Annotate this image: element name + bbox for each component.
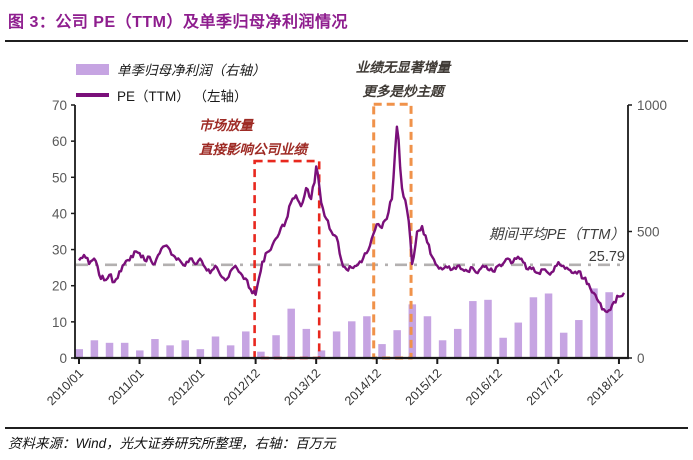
figure-title: 图 3：公司 PE（TTM）及单季归母净利润情况 [8, 14, 349, 31]
y-tick-label: 40 [52, 206, 67, 221]
chart-legend: 单季归母净利润（右轴） PE（TTM） （左轴） [76, 56, 266, 108]
average-pe-label: 期间平均PE（TTM） [488, 227, 625, 243]
profit-bar [196, 349, 205, 358]
profit-bar [363, 316, 371, 358]
legend-bar-label: 单季归母净利润（右轴） [117, 63, 266, 78]
y-tick-label: 0 [59, 351, 67, 366]
profit-bar [575, 320, 583, 358]
profit-bar [120, 342, 129, 358]
line-swatch-icon [76, 93, 109, 97]
average-pe-annotation: 期间平均PE（TTM） 25.79 [489, 224, 625, 268]
profit-bar [559, 332, 568, 358]
profit-bar [242, 331, 250, 358]
profit-bar [453, 328, 462, 358]
profit-bar [378, 344, 386, 358]
profit-bar [257, 351, 265, 358]
profit-bar [605, 292, 613, 358]
profit-bar [514, 322, 523, 358]
profit-bar [272, 335, 280, 358]
x-tick-label: 2011/01 [105, 366, 146, 407]
profit-bar [211, 336, 220, 358]
profit-bar [590, 288, 598, 358]
annotation-no-growth-line1: 业绩无显著增量 [355, 60, 451, 75]
profit-bar [302, 328, 311, 358]
y2-tick-label: 500 [637, 225, 660, 240]
profit-bar [136, 350, 144, 358]
profit-bar [499, 337, 507, 358]
annotation-market-volume-line2: 直接影响公司业绩 [199, 142, 307, 157]
profit-bar [75, 349, 83, 358]
profit-bar [287, 308, 295, 358]
profit-bar [393, 330, 401, 358]
profit-bar [317, 350, 326, 358]
profit-bar [166, 345, 174, 358]
profit-bar [348, 321, 356, 358]
title-divider [5, 40, 688, 42]
x-tick-label: 2017/12 [524, 366, 566, 408]
profit-bar [469, 301, 477, 358]
profit-bar [484, 299, 492, 358]
profit-bar [226, 345, 235, 358]
profit-bar [423, 316, 432, 358]
y2-tick-label: 0 [637, 351, 645, 366]
profit-bar [90, 340, 99, 358]
legend-item-pe: PE（TTM） （左轴） [76, 82, 266, 108]
y-tick-label: 70 [52, 98, 67, 113]
annotation-market-volume-line1: 市场放量 [199, 118, 253, 133]
profit-bar [151, 339, 159, 358]
annotation-no-growth: 业绩无显著增量 更多是炒主题 [344, 56, 462, 104]
y2-tick-label: 1000 [637, 98, 667, 113]
legend-line-label: PE（TTM） （左轴） [117, 89, 248, 104]
highlight-orange-box [372, 102, 413, 360]
average-pe-value: 25.79 [588, 249, 625, 265]
profit-bar [181, 340, 189, 358]
x-tick-label: 2018/12 [584, 366, 626, 408]
footer-divider [5, 427, 688, 429]
profit-bar [438, 340, 447, 358]
legend-item-profit: 单季归母净利润（右轴） [76, 56, 266, 82]
x-tick-label: 2012/12 [221, 366, 263, 408]
x-tick-label: 2012/01 [165, 366, 207, 408]
x-tick-label: 2015/12 [403, 366, 445, 408]
profit-bar [544, 293, 553, 358]
x-tick-label: 2013/12 [281, 366, 323, 408]
profit-bar [105, 342, 114, 358]
profit-bar [332, 331, 341, 358]
x-tick-label: 2010/01 [44, 366, 86, 408]
y-tick-label: 20 [52, 279, 67, 294]
bar-swatch-icon [76, 63, 109, 75]
y-tick-label: 30 [52, 243, 67, 258]
pe-line [78, 125, 626, 314]
annotation-market-volume: 市场放量 直接影响公司业绩 [199, 114, 307, 162]
annotation-no-growth-line2: 更多是炒主题 [362, 84, 444, 99]
source-note: 资料来源：Wind，光大证券研究所整理，右轴：百万元 [8, 436, 336, 451]
profit-bar [529, 297, 538, 358]
x-tick-label: 2016/12 [463, 366, 505, 408]
x-tick-label: 2014/12 [342, 366, 384, 408]
y-tick-label: 50 [52, 170, 67, 185]
y-tick-label: 60 [52, 134, 67, 149]
y-tick-label: 10 [52, 315, 67, 330]
